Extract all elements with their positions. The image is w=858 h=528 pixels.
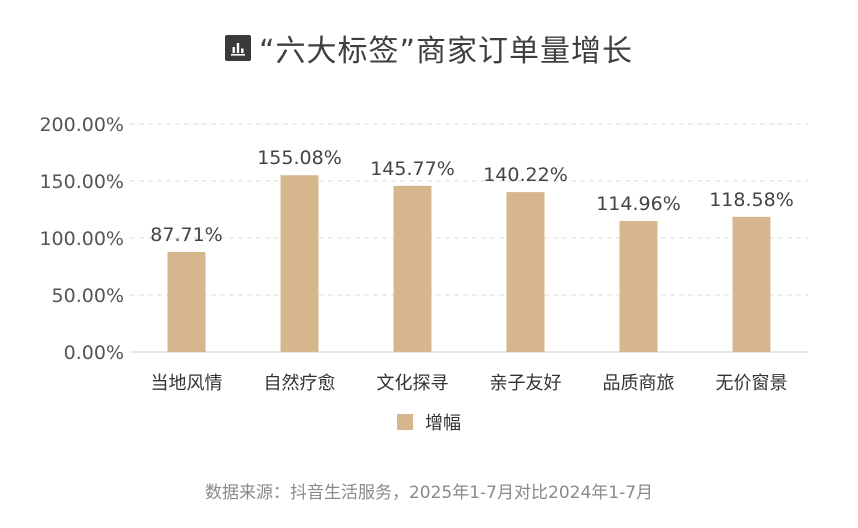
category-label: 自然疗愈	[264, 373, 336, 394]
data-source-note: 数据来源：抖音生活服务，2025年1-7月对比2024年1-7月	[204, 483, 654, 503]
bar	[732, 216, 771, 352]
legend-swatch	[397, 414, 413, 430]
category-label: 文化探寻	[377, 373, 449, 394]
category-label: 品质商旅	[603, 373, 675, 394]
bar	[280, 175, 319, 352]
y-tick-label: 200.00%	[39, 114, 124, 136]
bar-value-label: 114.96%	[596, 193, 681, 215]
category-label: 亲子友好	[490, 373, 562, 394]
category-label: 无价窗景	[716, 373, 788, 394]
bar-value-label: 155.08%	[257, 147, 342, 169]
page-title: “六大标签”商家订单量增长	[258, 34, 634, 69]
y-tick-label: 50.00%	[52, 285, 124, 307]
bar	[167, 252, 206, 352]
chart-title: “六大标签”商家订单量增长	[0, 18, 858, 78]
bar-value-label: 145.77%	[370, 158, 455, 180]
bar	[393, 185, 432, 352]
y-tick-label: 100.00%	[39, 228, 124, 250]
category-label: 当地风情	[151, 373, 223, 394]
bar	[619, 220, 658, 352]
bar-value-label: 140.22%	[483, 164, 568, 186]
legend: 增幅	[0, 409, 858, 435]
y-tick-label: 0.00%	[64, 342, 124, 364]
legend-label: 增幅	[425, 413, 461, 434]
bar-value-label: 118.58%	[709, 189, 794, 211]
bar-chart-icon	[224, 35, 251, 61]
bar-chart: 200.00% 150.00% 100.00% 50.00% 0.00% 87.71% 当地…	[39, 114, 808, 394]
bar	[506, 192, 545, 352]
y-tick-label: 150.00%	[39, 171, 124, 193]
bar-value-label: 87.71%	[150, 224, 222, 246]
